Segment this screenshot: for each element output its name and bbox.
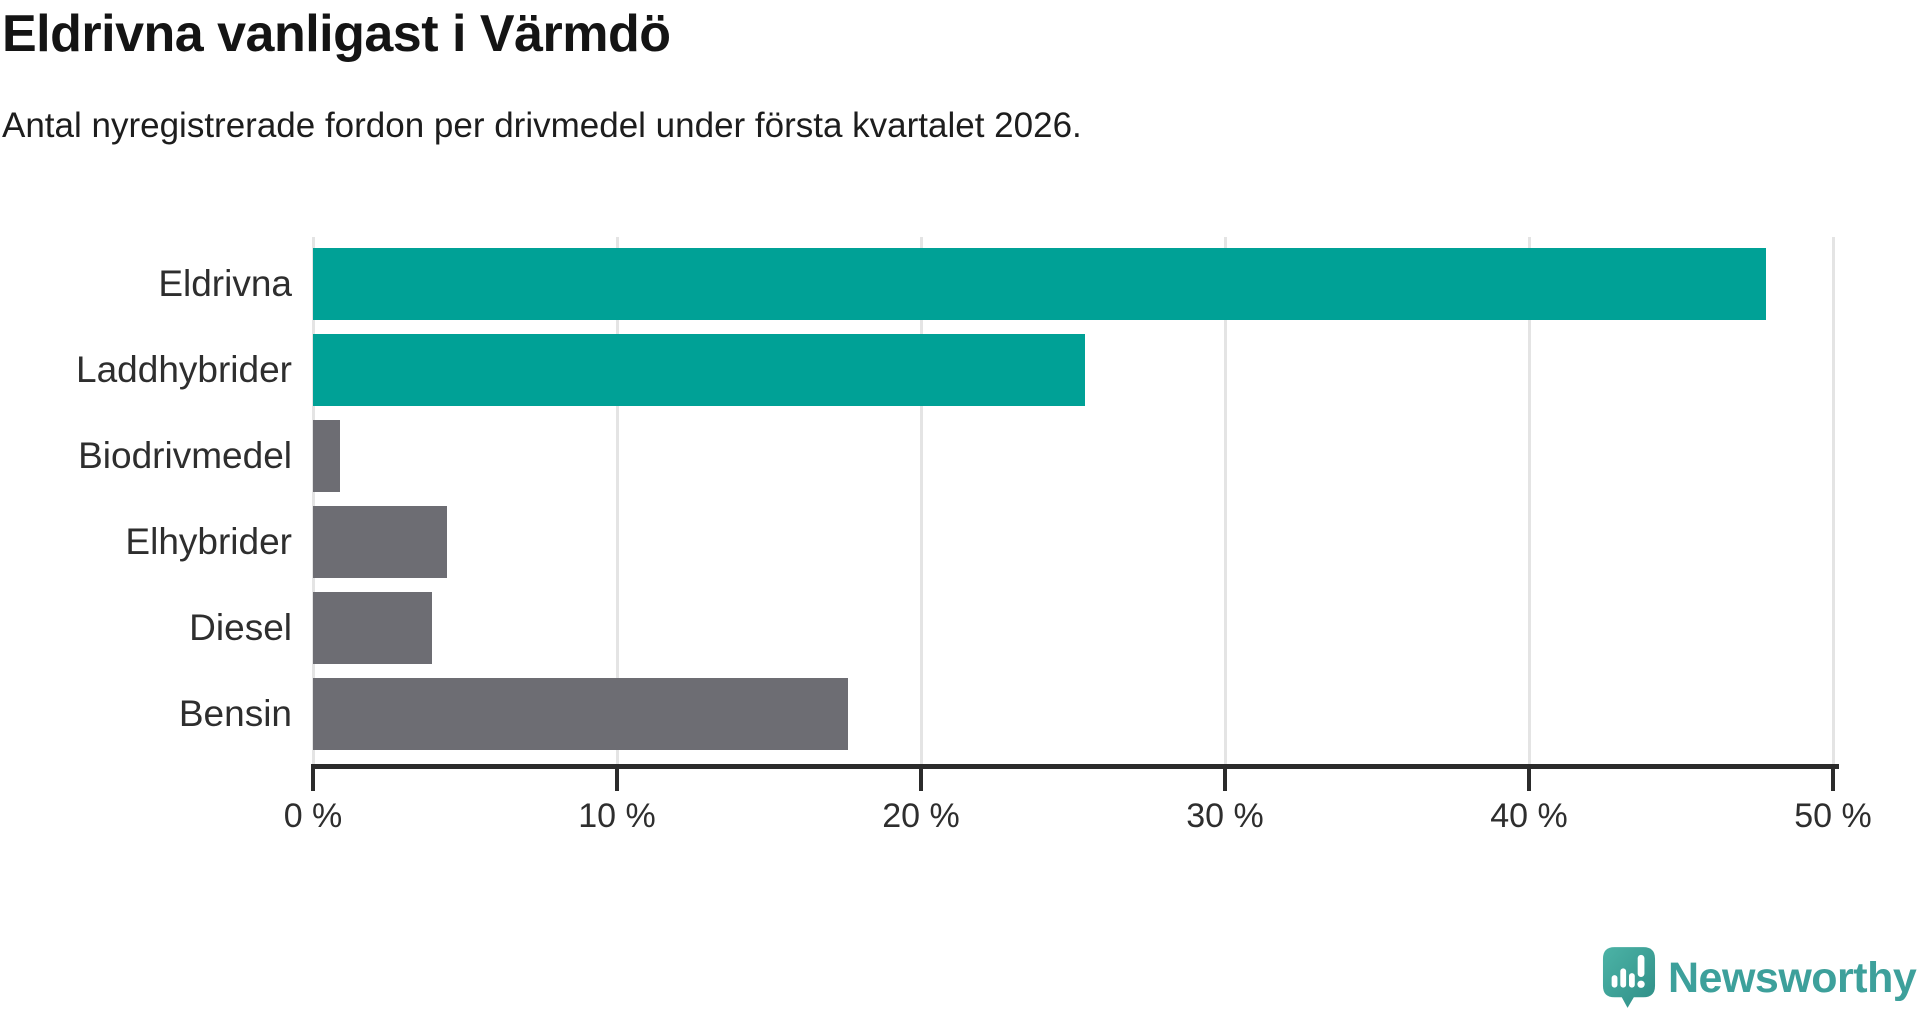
bar-eldrivna xyxy=(313,248,1767,320)
gridline-40 xyxy=(1527,237,1531,764)
category-label-elhybrider: Elhybrider xyxy=(125,521,292,562)
x-tick-label-50: 50 % xyxy=(1794,797,1872,835)
x-axis-line xyxy=(311,764,1839,769)
category-label-eldrivna: Eldrivna xyxy=(158,263,292,304)
x-tick-label-10: 10 % xyxy=(578,797,656,835)
x-tick-20 xyxy=(919,764,923,791)
gridline-10 xyxy=(615,237,619,764)
x-tick-50 xyxy=(1831,764,1835,791)
x-tick-label-40: 40 % xyxy=(1490,797,1568,835)
newsworthy-logo: Newsworthy xyxy=(1602,946,1917,1010)
category-label-diesel: Diesel xyxy=(189,607,292,648)
bar-elhybrider xyxy=(313,506,447,578)
gridline-50 xyxy=(1831,237,1835,764)
category-label-biodrivmedel: Biodrivmedel xyxy=(78,435,292,476)
gridline-30 xyxy=(1223,237,1227,764)
bar-bensin xyxy=(313,678,849,750)
x-tick-label-0: 0 % xyxy=(283,797,343,835)
gridline-0 xyxy=(311,237,315,764)
logo-wordmark: Newsworthy xyxy=(1668,953,1917,1002)
x-tick-30 xyxy=(1223,764,1227,791)
newsworthy-speech-bubble-chart-icon xyxy=(1602,947,1656,1008)
x-tick-10 xyxy=(615,764,619,791)
bar-diesel xyxy=(313,592,432,664)
gridline-20 xyxy=(919,237,923,764)
x-tick-40 xyxy=(1527,764,1531,791)
bar-laddhybrider xyxy=(313,334,1086,406)
x-tick-label-20: 20 % xyxy=(882,797,960,835)
chart-title: Eldrivna vanligast i Värmdö xyxy=(2,5,671,63)
category-label-bensin: Bensin xyxy=(178,693,292,734)
bar-biodrivmedel xyxy=(313,420,341,492)
x-tick-label-30: 30 % xyxy=(1186,797,1264,835)
chart-subtitle: Antal nyregistrerade fordon per drivmede… xyxy=(2,106,1082,145)
category-label-laddhybrider: Laddhybrider xyxy=(76,349,292,390)
x-tick-0 xyxy=(311,764,315,791)
